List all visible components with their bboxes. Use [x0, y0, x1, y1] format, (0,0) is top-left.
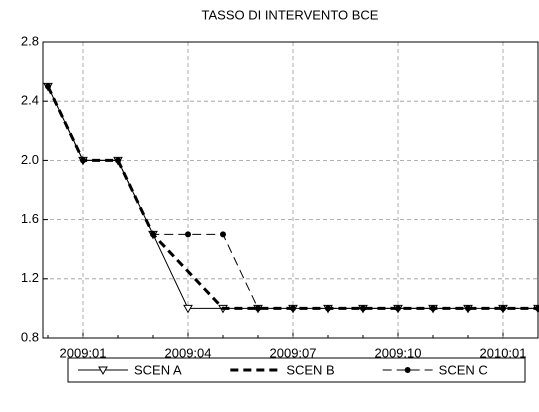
chart-title: TASSO DI INTERVENTO BCE	[202, 7, 379, 22]
x-tick-label: 2009:04	[165, 345, 212, 360]
y-tick-label: 1.2	[21, 270, 39, 285]
marker	[115, 157, 121, 164]
marker	[360, 305, 366, 312]
y-tick-label: 0.8	[21, 329, 39, 344]
legend-label: SCEN B	[286, 362, 334, 377]
plot-frame	[42, 41, 539, 339]
marker	[220, 231, 226, 238]
x-tick-label: 2010:01	[480, 345, 527, 360]
marker	[80, 157, 86, 164]
marker	[255, 305, 261, 312]
y-tick-label: 2.8	[21, 33, 39, 48]
marker	[535, 305, 539, 312]
marker	[465, 305, 471, 312]
marker	[430, 305, 436, 312]
marker	[395, 305, 401, 312]
x-tick-label: 2009:07	[270, 345, 317, 360]
marker	[185, 231, 191, 238]
marker	[404, 367, 411, 373]
legend-label: SCEN C	[439, 362, 488, 377]
marker	[183, 304, 193, 314]
marker	[325, 305, 331, 312]
marker	[500, 305, 506, 312]
legend-label: SCEN A	[134, 362, 182, 377]
marker	[150, 231, 156, 238]
y-tick-label: 2.0	[21, 152, 39, 167]
y-tick-label: 1.6	[21, 211, 39, 226]
marker	[98, 366, 108, 376]
marker	[45, 83, 51, 90]
legend-box	[67, 357, 526, 383]
y-tick-label: 2.4	[21, 93, 39, 108]
x-tick-label: 2009:01	[60, 345, 107, 360]
x-tick-label: 2009:10	[375, 345, 422, 360]
marker	[290, 305, 296, 312]
